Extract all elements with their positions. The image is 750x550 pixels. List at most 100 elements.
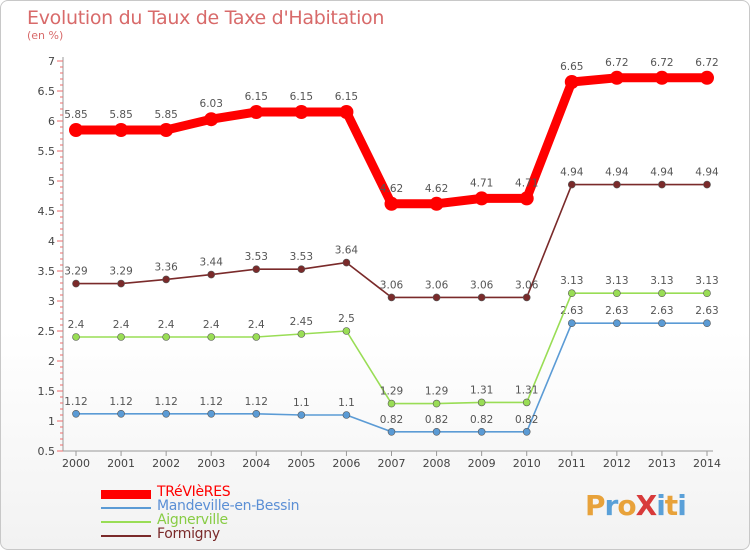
data-label: 2.4: [113, 319, 130, 331]
data-point: [609, 70, 624, 85]
data-point: [613, 319, 621, 328]
data-label: 1.12: [109, 396, 132, 408]
logo-letter: i: [656, 489, 666, 522]
x-tick-label: 2002: [152, 457, 180, 470]
data-point: [114, 123, 129, 137]
data-point: [432, 399, 441, 408]
data-label: 4.94: [695, 167, 719, 179]
data-label: 4.94: [605, 167, 629, 179]
data-label: 3.13: [560, 275, 583, 287]
y-tick-label: 6: [48, 115, 55, 128]
y-tick-label: 1.5: [38, 385, 56, 398]
y-tick-label: 7: [48, 55, 55, 68]
x-tick-label: 2004: [242, 457, 270, 470]
data-point: [703, 319, 711, 328]
logo-letter: i: [677, 489, 687, 522]
x-tick-label: 2009: [468, 457, 496, 470]
y-tick-label: 3.5: [38, 265, 56, 278]
data-point: [477, 398, 486, 407]
data-point: [567, 180, 576, 189]
y-tick-label: 6.5: [38, 85, 56, 98]
data-label: 2.63: [605, 305, 628, 317]
data-point: [342, 411, 351, 419]
y-axis-unit: (en %): [27, 29, 64, 42]
data-label: 2.5: [338, 313, 355, 325]
data-point: [207, 409, 216, 418]
data-label: 3.44: [200, 257, 224, 269]
data-label: 6.65: [560, 61, 583, 73]
data-label: 6.15: [290, 91, 313, 103]
data-point: [387, 399, 396, 408]
y-tick-label: 3: [48, 295, 55, 308]
data-label: 2.45: [290, 316, 313, 328]
x-tick-label: 2006: [332, 457, 360, 470]
y-tick-label: 5: [48, 175, 55, 188]
data-point: [703, 289, 711, 298]
data-label: 4.62: [425, 183, 448, 195]
data-point: [654, 70, 669, 85]
data-label: 2.4: [203, 319, 220, 331]
data-point: [613, 180, 621, 189]
data-point: [204, 112, 219, 127]
data-label: 1.29: [425, 386, 448, 398]
data-point: [294, 105, 309, 119]
data-label: 0.82: [515, 414, 538, 426]
data-point: [658, 319, 666, 328]
data-point: [252, 265, 261, 274]
data-label: 1.12: [245, 396, 268, 408]
data-point: [387, 427, 396, 436]
data-label: 0.82: [470, 414, 493, 426]
data-point: [162, 275, 170, 284]
data-point: [252, 409, 261, 418]
chart-title: Evolution du Taux de Taxe d'Habitation: [27, 7, 385, 29]
data-label: 2.4: [68, 319, 85, 331]
x-tick-label: 2010: [513, 457, 541, 470]
data-point: [522, 293, 531, 302]
data-label: 3.53: [245, 251, 268, 263]
data-point: [387, 293, 396, 302]
data-label: 1.1: [293, 397, 310, 409]
data-point: [162, 409, 170, 418]
logo-letter: r: [604, 489, 619, 522]
data-label: 6.72: [695, 57, 718, 69]
data-point: [474, 191, 489, 206]
logo-letter: t: [664, 489, 678, 522]
data-point: [658, 180, 666, 189]
data-label: 2.63: [650, 305, 673, 317]
legend-swatch: [101, 490, 151, 499]
data-point: [72, 409, 80, 418]
data-point: [342, 327, 351, 335]
legend-label: Formigny: [157, 526, 220, 542]
x-tick-label: 2000: [62, 457, 90, 470]
data-label: 3.13: [695, 275, 718, 287]
data-point: [297, 411, 306, 419]
data-point: [297, 265, 306, 274]
data-label: 1.12: [64, 396, 87, 408]
data-label: 0.82: [425, 414, 448, 426]
legend-swatch: [101, 535, 151, 537]
legend-label: Mandeville-en-Bessin: [157, 498, 300, 514]
data-point: [429, 196, 444, 211]
data-point: [432, 293, 441, 302]
data-label: 4.62: [380, 183, 403, 195]
logo-letter: o: [617, 489, 636, 522]
data-point: [159, 123, 174, 137]
data-point: [72, 333, 80, 341]
data-label: 2.4: [248, 319, 265, 331]
data-label: 1.29: [380, 386, 403, 398]
data-point: [162, 333, 170, 341]
x-tick-label: 2011: [558, 457, 586, 470]
y-tick-label: 4.5: [38, 205, 56, 218]
data-label: 4.94: [650, 167, 674, 179]
y-tick-label: 2.5: [38, 325, 56, 338]
data-point: [432, 427, 441, 436]
data-point: [700, 70, 714, 85]
data-label: 1.31: [470, 384, 493, 396]
y-tick-label: 1: [48, 415, 55, 428]
data-point: [703, 180, 711, 189]
legend-label: Aignerville: [157, 512, 228, 528]
x-tick-label: 2005: [287, 457, 315, 470]
data-point: [252, 333, 261, 341]
x-tick-label: 2001: [107, 457, 135, 470]
